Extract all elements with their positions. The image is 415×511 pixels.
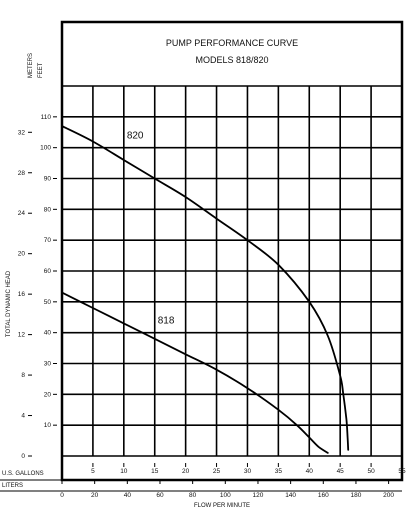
liter-tick-label: 160 <box>318 492 329 499</box>
gallon-tick-label: 15 <box>151 468 159 475</box>
gallon-tick-label: 55 <box>398 468 406 475</box>
feet-tick-label: 60 <box>44 268 52 275</box>
feet-tick-label: 80 <box>44 206 52 213</box>
meter-tick-label: 4 <box>21 413 25 420</box>
title-box: PUMP PERFORMANCE CURVE MODELS 818/820 <box>166 38 298 65</box>
liter-tick-label: 80 <box>189 492 197 499</box>
meter-tick-label: 16 <box>18 291 26 298</box>
series-line-818 <box>61 291 329 454</box>
feet-tick-label: 40 <box>44 330 52 337</box>
liter-tick-label: 140 <box>285 492 296 499</box>
meter-tick-label: 24 <box>18 210 26 217</box>
gallons-axis-name: U.S. GALLONS <box>2 471 44 477</box>
gallon-tick-label: 10 <box>120 468 128 475</box>
series: 820 818 <box>61 125 350 454</box>
feet-tick-label: 50 <box>44 299 52 306</box>
x-axis-title: FLOW PER MINUTE <box>194 503 250 509</box>
liter-tick-label: 40 <box>124 492 132 499</box>
feet-tick-label: 30 <box>44 361 52 368</box>
liters-axis-name: LITERS <box>2 483 23 489</box>
outer-frame <box>60 20 404 482</box>
meter-tick-label: 32 <box>18 129 26 136</box>
series-line-820 <box>61 125 350 451</box>
liter-tick-label: 20 <box>91 492 99 499</box>
series-label-820: 820 <box>127 130 144 141</box>
meter-tick-label: 28 <box>18 170 26 177</box>
gallon-tick-label: 5 <box>91 468 95 475</box>
feet-tick-label: 20 <box>44 391 52 398</box>
meters-axis-name: METERS <box>28 53 34 78</box>
grid <box>0 86 403 492</box>
liter-tick-label: 0 <box>60 492 64 499</box>
feet-tick-label: 70 <box>44 237 52 244</box>
gallon-tick-label: 30 <box>244 468 252 475</box>
feet-tick-label: 110 <box>41 114 52 121</box>
chart-subtitle: MODELS 818/820 <box>195 55 268 65</box>
chart-title: PUMP PERFORMANCE CURVE <box>166 38 298 48</box>
liter-tick-label: 100 <box>220 492 231 499</box>
feet-tick-label: 10 <box>44 422 52 429</box>
meter-tick-label: 12 <box>18 332 26 339</box>
gallon-tick-label: 25 <box>213 468 221 475</box>
tick-labels: 5 10 15 20 25 30 35 40 45 50 550 20 40 60 80 100 120 140 1… <box>18 114 406 499</box>
feet-tick-label: 90 <box>44 176 52 183</box>
meter-tick-label: 20 <box>18 251 26 258</box>
feet-axis-name: FEET <box>38 62 44 78</box>
gallon-tick-label: 40 <box>306 468 314 475</box>
gallon-tick-label: 35 <box>275 468 283 475</box>
series-label-818: 818 <box>158 315 175 326</box>
y-axis-title: TOTAL DYNAMIC HEAD <box>6 270 12 337</box>
gallon-tick-label: 50 <box>367 468 375 475</box>
liter-tick-label: 60 <box>156 492 164 499</box>
liter-tick-label: 180 <box>351 492 362 499</box>
gallon-tick-label: 45 <box>337 468 345 475</box>
liter-tick-label: 120 <box>253 492 264 499</box>
feet-tick-label: 100 <box>40 145 51 152</box>
liter-tick-label: 200 <box>383 492 394 499</box>
meter-tick-label: 8 <box>21 372 25 379</box>
axis-words: METERS FEET TOTAL DYNAMIC HEAD U.S. GALL… <box>2 53 250 509</box>
gallon-tick-label: 20 <box>182 468 190 475</box>
meter-tick-label: 0 <box>21 453 25 460</box>
